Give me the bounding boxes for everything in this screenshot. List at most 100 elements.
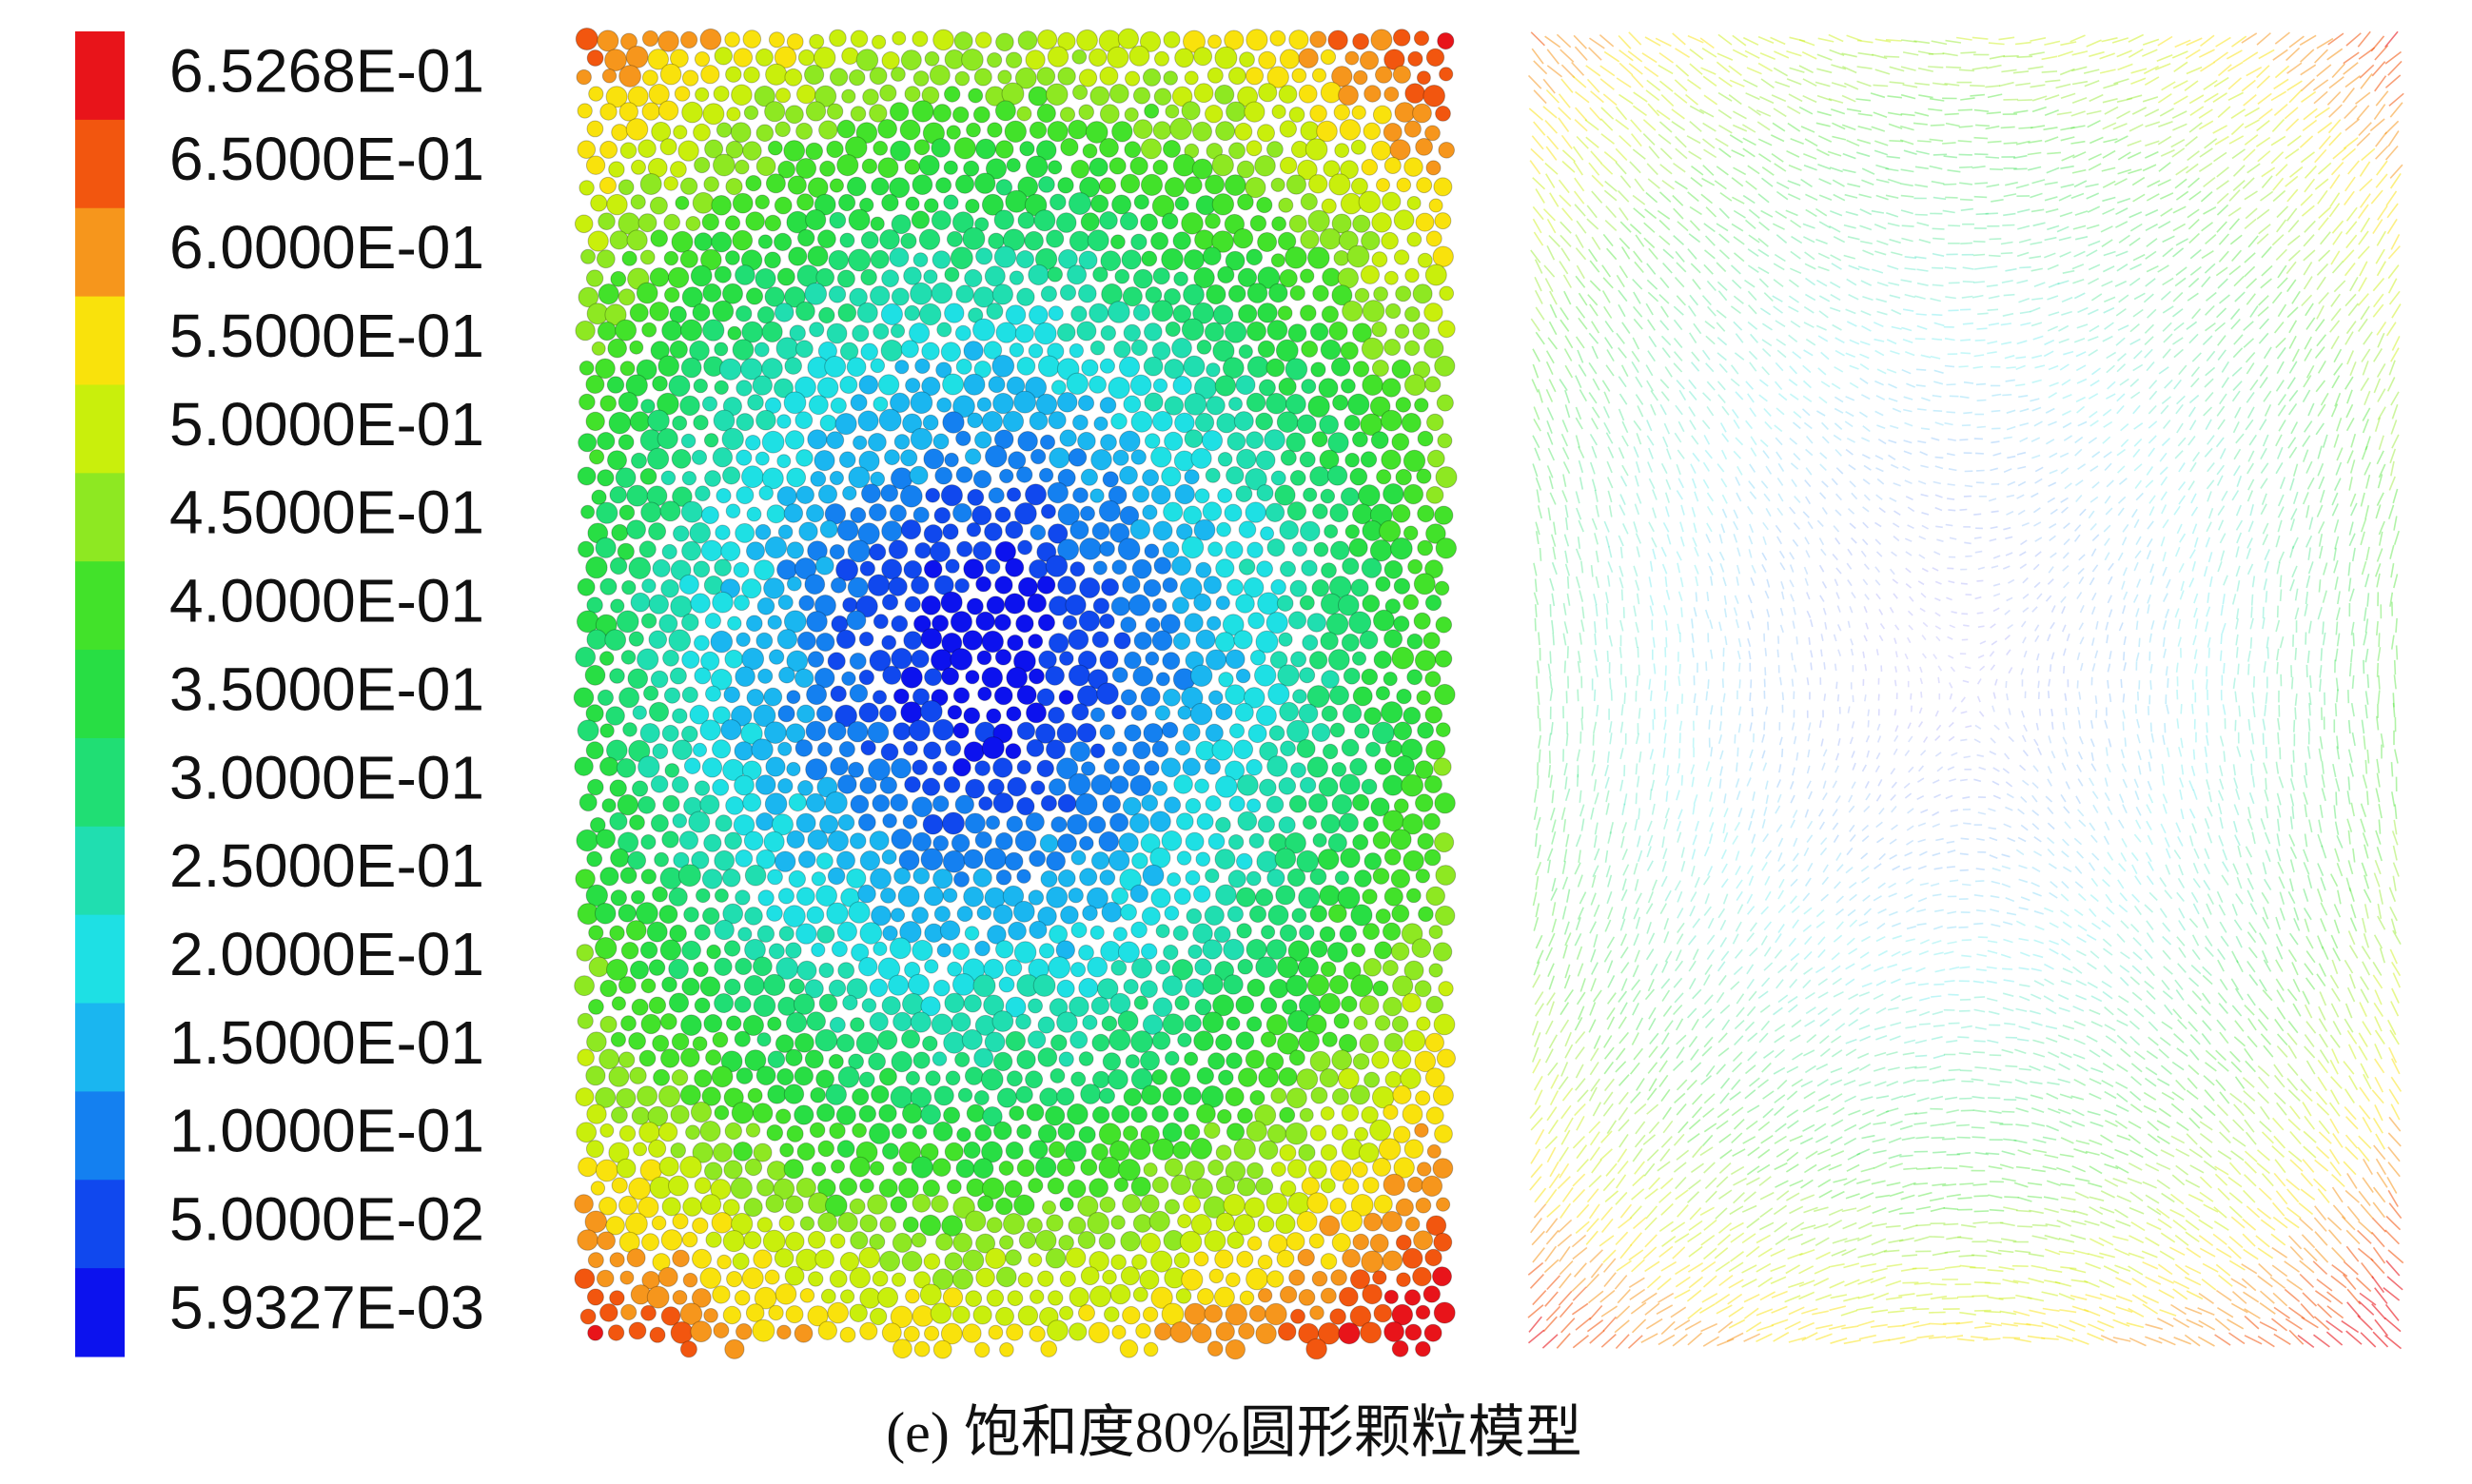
vector — [1531, 135, 1544, 150]
vector — [2285, 175, 2299, 187]
vector — [1760, 480, 1769, 489]
particle — [1125, 70, 1141, 87]
particle — [847, 721, 869, 743]
particle — [950, 246, 973, 270]
particle — [892, 1232, 912, 1253]
particle — [853, 435, 868, 450]
vector — [1900, 93, 1916, 100]
vector — [1690, 361, 1700, 372]
particle — [777, 524, 794, 540]
vector — [1891, 308, 1902, 316]
vector — [2330, 250, 2341, 265]
particle — [611, 1177, 628, 1194]
particle — [611, 124, 629, 142]
vector — [1901, 326, 1913, 332]
vector — [2246, 406, 2255, 419]
particle — [692, 1036, 708, 1051]
particle — [631, 159, 646, 175]
particle — [1215, 596, 1230, 611]
vector — [2047, 325, 2059, 332]
vector — [1658, 191, 1672, 203]
vector — [2246, 163, 2261, 174]
particle — [705, 1231, 722, 1248]
particle — [848, 208, 871, 231]
particle — [1214, 632, 1236, 653]
particle — [1173, 271, 1188, 287]
particle — [1130, 233, 1148, 251]
particle — [1362, 1283, 1383, 1305]
vector — [1900, 112, 1915, 117]
particle — [591, 489, 607, 505]
vector — [1841, 52, 1857, 58]
particle — [1056, 1087, 1075, 1106]
vector — [1732, 49, 1748, 58]
particle — [837, 1212, 858, 1233]
particle — [1245, 468, 1267, 491]
vector — [2389, 102, 2403, 118]
particle — [795, 887, 815, 907]
particle — [984, 1031, 1006, 1053]
particle — [838, 451, 856, 469]
particle — [815, 705, 834, 722]
particle — [1349, 1084, 1371, 1105]
particle — [1172, 153, 1196, 177]
particle — [834, 704, 857, 728]
particle — [597, 29, 619, 52]
vector — [2273, 78, 2289, 90]
vector — [1929, 97, 1945, 102]
particle — [829, 211, 847, 229]
particle — [777, 778, 794, 794]
particle — [1164, 287, 1181, 305]
particle — [1046, 229, 1065, 248]
particle — [725, 503, 741, 519]
vector — [1888, 439, 1897, 444]
vector — [2187, 292, 2199, 302]
particle — [914, 542, 932, 559]
particle — [783, 140, 806, 162]
particle — [872, 1270, 889, 1287]
particle — [963, 160, 980, 177]
vector — [2246, 391, 2255, 403]
vector — [1802, 395, 1813, 402]
vector — [1816, 148, 1830, 157]
particle — [1007, 635, 1024, 652]
particle — [837, 1065, 860, 1088]
particle — [878, 408, 902, 432]
vector — [2388, 92, 2404, 107]
particle — [1381, 701, 1403, 724]
vector — [1776, 181, 1790, 190]
vector — [1789, 437, 1798, 445]
particle — [690, 1101, 713, 1123]
particle — [963, 558, 985, 579]
particle — [1428, 963, 1443, 978]
vector — [2007, 455, 2016, 459]
particle — [1373, 650, 1392, 670]
particle — [962, 1323, 982, 1343]
vector — [2048, 282, 2060, 288]
vector — [1671, 121, 1686, 131]
vector — [1716, 322, 1726, 332]
vector — [2244, 265, 2256, 278]
particle — [753, 1249, 773, 1269]
particle — [850, 29, 869, 49]
vector — [2344, 105, 2358, 120]
particle — [711, 195, 732, 216]
particle — [1099, 724, 1116, 740]
particle — [1225, 1303, 1248, 1326]
particle — [1414, 1123, 1429, 1138]
vector — [2178, 462, 2186, 473]
vector — [1985, 212, 1998, 215]
particle — [1433, 1301, 1456, 1324]
particle — [1046, 886, 1069, 908]
particle — [1392, 65, 1412, 84]
particle — [1289, 284, 1305, 302]
particle — [880, 888, 896, 904]
particle — [1373, 1194, 1393, 1214]
particle — [1067, 813, 1088, 835]
particle — [1246, 140, 1263, 157]
vector — [2244, 218, 2257, 230]
vector — [1646, 435, 1655, 446]
particle — [731, 84, 753, 107]
particle — [911, 576, 930, 595]
vector — [1575, 435, 1580, 448]
